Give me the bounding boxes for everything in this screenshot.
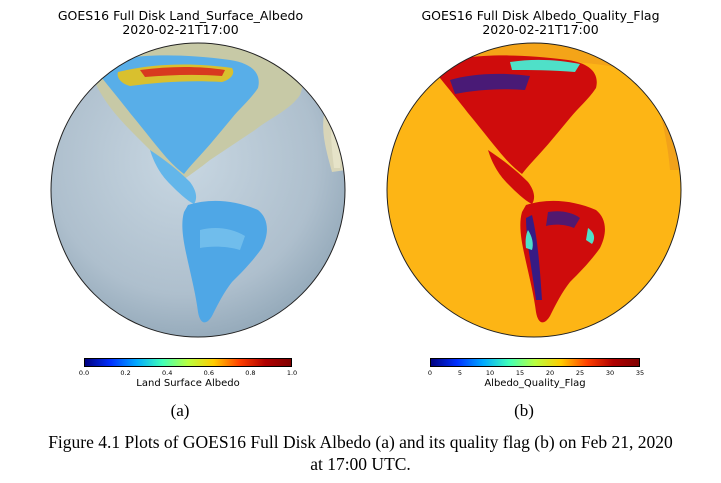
- central-america-albedo: [150, 150, 197, 204]
- albedo-colorbar-ticks: 0.0 0.2 0.4 0.6 0.8 1.0: [79, 369, 297, 379]
- figure-caption: Figure 4.1 Plots of GOES16 Full Disk Alb…: [0, 431, 721, 475]
- panel-b-timestamp: 2020-02-21T17:00: [482, 22, 599, 37]
- caption-line-2: at 17:00 UTC.: [310, 454, 411, 474]
- quality-flag-colorbar-label: Albedo_Quality_Flag: [484, 378, 586, 389]
- caption-line-1: Figure 4.1 Plots of GOES16 Full Disk Alb…: [48, 432, 673, 452]
- albedo-colorbar: [84, 358, 292, 367]
- tick-label: 0.2: [120, 369, 131, 377]
- panel-b-title: GOES16 Full Disk Albedo_Quality_Flag: [421, 8, 660, 23]
- panel-a-timestamp: 2020-02-21T17:00: [122, 22, 239, 37]
- quality-flag-colorbar-ticks: 0 5 10 15 20 25 30 35: [427, 369, 644, 379]
- tick-label: 30: [605, 369, 615, 377]
- tick-label: 20: [545, 369, 555, 377]
- tick-label: 25: [575, 369, 585, 377]
- albedo-globe-map: [50, 42, 346, 338]
- panel-a-albedo: GOES16 Full Disk Land_Surface_Albedo 202…: [0, 0, 361, 420]
- panel-a-title: GOES16 Full Disk Land_Surface_Albedo: [57, 8, 304, 23]
- tick-label: 35: [635, 369, 645, 377]
- panel-b-quality-flag: GOES16 Full Disk Albedo_Quality_Flag 202…: [360, 0, 721, 420]
- quality-flag-globe-map: [386, 42, 682, 338]
- tick-label: 1.0: [286, 369, 298, 377]
- panel-a-sublabel: (a): [170, 401, 190, 420]
- tick-label: 10: [485, 369, 495, 377]
- albedo-colorbar-label: Land Surface Albedo: [136, 378, 240, 389]
- tick-label: 0: [427, 369, 433, 377]
- tick-label: 0.8: [245, 369, 256, 377]
- tick-label: 15: [515, 369, 525, 377]
- tick-label: 0.6: [203, 369, 214, 377]
- central-america-flag: [488, 150, 535, 204]
- tick-label: 0.4: [162, 369, 173, 377]
- north-america-albedo: [97, 55, 259, 174]
- south-america-flag: [520, 200, 605, 323]
- quality-flag-colorbar: [430, 358, 640, 367]
- panel-b-sublabel: (b): [514, 401, 534, 420]
- tick-label: 5: [457, 369, 463, 377]
- tick-label: 0.0: [78, 369, 90, 377]
